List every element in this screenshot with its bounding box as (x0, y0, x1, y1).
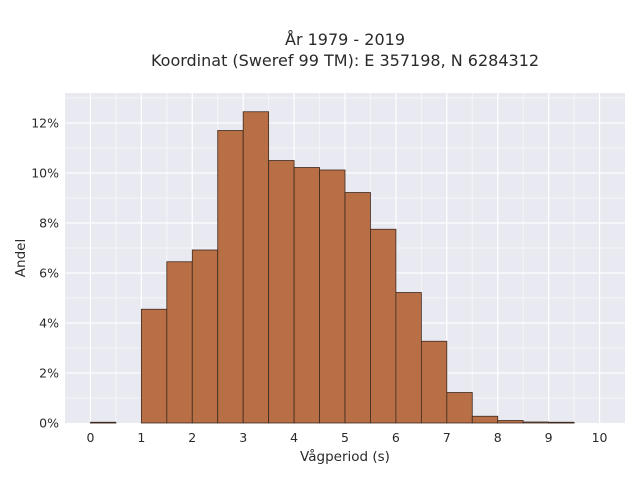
x-tick-label: 2 (188, 430, 196, 445)
x-tick-label: 6 (392, 430, 400, 445)
x-tick-label: 3 (239, 430, 247, 445)
histogram-bar (370, 228, 397, 424)
y-tick-label: 2% (39, 366, 59, 381)
histogram-bar (191, 249, 219, 424)
histogram-bar (166, 261, 193, 424)
y-tick-label: 4% (39, 316, 59, 331)
x-axis-label: Vågperiod (s) (300, 448, 390, 465)
histogram-bar (344, 192, 371, 424)
x-tick-label: 8 (494, 430, 502, 445)
histogram-bar (268, 160, 295, 424)
y-tick-label: 6% (39, 266, 59, 281)
x-tick-label: 4 (290, 430, 298, 445)
histogram-bar (446, 392, 473, 424)
histogram-bar (522, 421, 550, 424)
y-tick-label: 8% (39, 216, 59, 231)
bars (90, 111, 575, 424)
histogram-bar (548, 421, 575, 424)
histogram-bar (319, 169, 346, 424)
histogram-bar (395, 292, 422, 424)
y-tick-label: 10% (31, 166, 59, 181)
histogram-bar (242, 111, 270, 424)
histogram-bar (471, 415, 499, 424)
x-tick-labels: 0 1 2 3 4 5 6 7 8 9 10 (86, 430, 607, 445)
histogram-bar (497, 420, 524, 424)
histogram-bar (90, 421, 117, 424)
y-axis-label: Andel (13, 239, 29, 277)
x-tick-label: 7 (443, 430, 451, 445)
x-tick-label: 10 (592, 430, 608, 445)
histogram-bar (420, 340, 448, 424)
x-tick-label: 0 (86, 430, 94, 445)
chart-title-line-2: Koordinat (Sweref 99 TM): E 357198, N 62… (151, 51, 539, 70)
histogram-bar (140, 308, 168, 424)
histogram-bar (293, 167, 320, 424)
x-tick-label: 5 (341, 430, 349, 445)
chart-title-line-1: År 1979 - 2019 (285, 30, 405, 49)
y-tick-label: 12% (31, 116, 59, 131)
histogram-bar (217, 130, 244, 424)
x-tick-label: 1 (137, 430, 145, 445)
x-tick-label: 9 (545, 430, 553, 445)
y-tick-label: 0% (39, 416, 59, 431)
y-tick-labels: 0% 2% 4% 6% 8% 10% 12% (31, 116, 59, 431)
